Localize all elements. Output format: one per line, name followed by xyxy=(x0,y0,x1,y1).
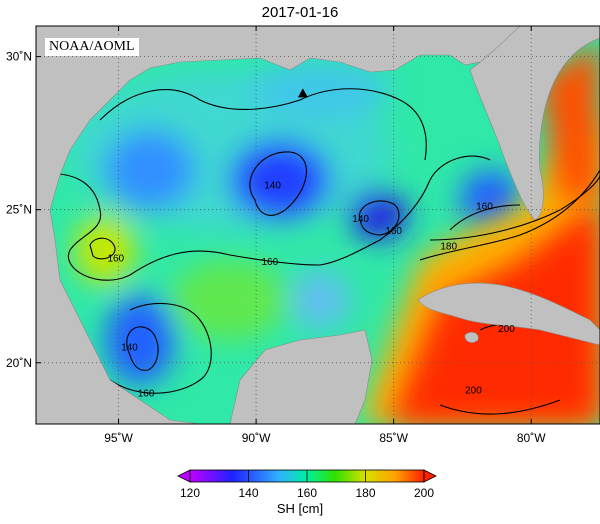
colorbar-tick-label: 140 xyxy=(238,486,258,500)
contour-label: 160 xyxy=(107,254,124,265)
contour-label: 180 xyxy=(440,241,457,252)
colorbar: 120 140 160 180 200 xyxy=(177,469,437,500)
contour-label: 160 xyxy=(385,226,402,237)
yucatan-peninsula xyxy=(229,329,373,424)
colorbar-variable-label: SH [cm] xyxy=(276,501,324,516)
florida-peninsula xyxy=(469,26,600,221)
contour-label: 160 xyxy=(262,257,279,268)
contour-label: 160 xyxy=(138,388,155,399)
contour-label: 140 xyxy=(352,214,369,225)
land-masses xyxy=(36,26,600,424)
cuba xyxy=(417,282,600,346)
lat-tick-label: 30˚N xyxy=(6,50,32,64)
lon-tick-label: 80˚W xyxy=(517,431,546,445)
lon-tick-label: 95˚W xyxy=(104,431,133,445)
us-gulf-coast xyxy=(36,26,600,424)
map-border xyxy=(35,25,600,425)
isle-of-youth xyxy=(464,331,479,343)
contour-labels: 140 140 140 160 160 160 160 160 180 200 200 xyxy=(107,180,515,399)
map-frame: 140 140 140 160 160 160 160 160 180 200 200 xyxy=(36,26,600,424)
contour-label: 160 xyxy=(476,202,493,213)
colorbar-tick-label: 180 xyxy=(355,486,375,500)
colorbar-high-arrow xyxy=(423,469,437,483)
colorbar-tick-label: 120 xyxy=(180,486,200,500)
lon-tick-label: 90˚W xyxy=(242,431,271,445)
colorbar-low-arrow xyxy=(177,469,191,483)
lon-tick-label: 85˚W xyxy=(379,431,408,445)
contour-label: 140 xyxy=(264,180,281,191)
contour-label: 200 xyxy=(498,324,515,335)
contour-label: 140 xyxy=(121,343,138,354)
location-marker xyxy=(297,88,308,98)
lat-tick-label: 25˚N xyxy=(6,203,32,217)
contour-label: 200 xyxy=(465,385,482,396)
colorbar-tick-label: 200 xyxy=(414,486,434,500)
axes: 95˚W 90˚W 85˚W 80˚W 30˚N 25˚N 20˚N xyxy=(6,26,546,445)
credit-label: NOAA/AOML xyxy=(45,38,139,56)
map-title: 2017-01-16 xyxy=(261,4,339,21)
lat-tick-label: 20˚N xyxy=(6,356,32,370)
colorbar-tick-label: 160 xyxy=(297,486,317,500)
colorbar-ticks: 120 140 160 180 200 xyxy=(180,470,434,500)
